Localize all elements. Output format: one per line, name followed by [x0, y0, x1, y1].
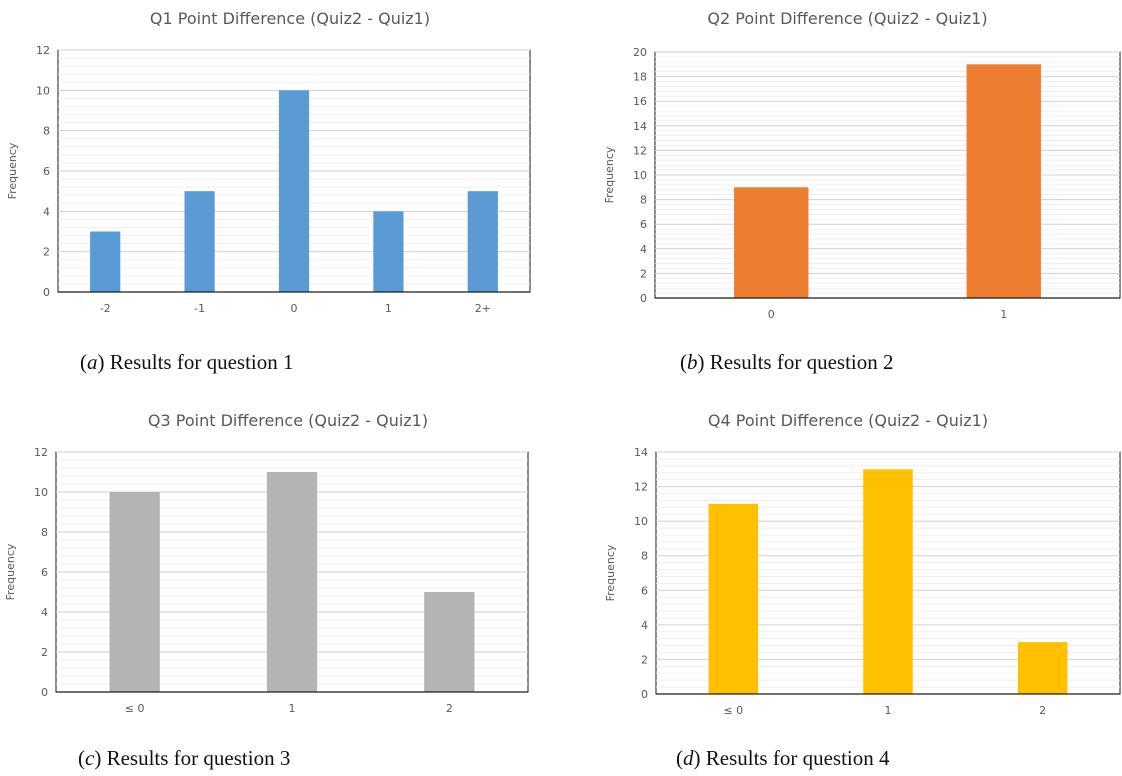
y-tick-label: 2: [640, 267, 647, 280]
y-tick-label: 4: [41, 606, 48, 619]
y-tick-label: 0: [641, 688, 648, 701]
bar-q4-0: [708, 503, 759, 694]
y-tick-label: 20: [633, 46, 647, 59]
y-tick-label: 2: [641, 653, 648, 666]
bar-q2-1: [966, 64, 1041, 298]
caption-q4-letter: d: [683, 746, 694, 770]
bar-q3-1: [266, 472, 318, 692]
y-tick-label: 10: [36, 84, 50, 97]
chart-title-q1: Q1 Point Difference (Quiz2 - Quiz1): [150, 9, 430, 28]
bar-q1-4: [467, 191, 498, 292]
y-tick-label: 12: [36, 44, 50, 57]
caption-q3-text: Results for question 3: [106, 746, 291, 770]
y-tick-label: 8: [41, 526, 48, 539]
y-tick-label: 8: [43, 125, 50, 138]
caption-q1-letter: a: [87, 350, 98, 374]
caption-q3: (c) Results for question 3: [78, 746, 291, 770]
caption-q4-text: Results for question 4: [705, 746, 890, 770]
caption-q4: (d) Results for question 4: [676, 746, 890, 770]
x-tick-label: 0: [768, 308, 775, 321]
chart-q1-svg: Q1 Point Difference (Quiz2 - Quiz1) 0 2 4 6 8…: [6, 9, 531, 315]
x-tick-label: 1: [385, 302, 392, 315]
caption-q1: (a) Results for question 1: [80, 350, 294, 374]
chart-title-q3: Q3 Point Difference (Quiz2 - Quiz1): [148, 411, 428, 430]
caption-q2-letter: b: [687, 350, 698, 374]
y-tick-label: 12: [633, 144, 647, 157]
y-tick-label: 14: [634, 446, 648, 459]
y-axis-label-q4: Frequency: [604, 544, 617, 601]
y-tick-label: 2: [41, 646, 48, 659]
caption-q1-text: Results for question 1: [109, 350, 294, 374]
x-tick-label: 0: [291, 302, 298, 315]
chart-title-q4: Q4 Point Difference (Quiz2 - Quiz1): [708, 411, 988, 430]
caption-q3-letter: c: [85, 746, 95, 770]
bar-q1-1: [184, 191, 215, 292]
y-tick-label: 0: [43, 286, 50, 299]
y-tick-label: 18: [633, 71, 647, 84]
bar-q1-0: [90, 231, 121, 292]
chart-panel-q2: Q2 Point Difference (Quiz2 - Quiz1) 0 2 4 6 8…: [560, 0, 1122, 330]
bar-q1-3: [373, 211, 404, 292]
y-tick-label: 6: [43, 165, 50, 178]
bar-q2-0: [734, 187, 809, 298]
y-tick-label: 4: [43, 205, 50, 218]
x-tick-label: 2+: [475, 302, 491, 315]
y-tick-label: 8: [641, 550, 648, 563]
y-tick-label: 10: [34, 486, 48, 499]
x-tick-label: 1: [289, 702, 296, 715]
y-tick-label: 8: [640, 194, 647, 207]
y-tick-label: 14: [633, 120, 647, 133]
y-tick-label: 6: [641, 584, 648, 597]
y-tick-label: 4: [640, 243, 647, 256]
y-tick-label: 12: [34, 446, 48, 459]
y-tick-label: 16: [633, 95, 647, 108]
chart-q3-svg: Q3 Point Difference (Quiz2 - Quiz1) 0 2 4 6 8…: [4, 411, 529, 715]
chart-q4-svg: Q4 Point Difference (Quiz2 - Quiz1) 0 2 4 6 8…: [604, 411, 1121, 717]
y-axis-label-q1: Frequency: [6, 142, 19, 199]
chart-panel-q3: Q3 Point Difference (Quiz2 - Quiz1) 0 2 4 6 8…: [0, 400, 560, 730]
bar-q4-1: [863, 469, 913, 694]
y-tick-label: 6: [41, 566, 48, 579]
y-tick-label: 0: [640, 292, 647, 305]
y-axis-label-q3: Frequency: [4, 543, 17, 600]
y-tick-label: 10: [633, 169, 647, 182]
y-tick-label: 2: [43, 246, 50, 259]
caption-q2: (b) Results for question 2: [680, 350, 894, 374]
x-tick-label: 1: [1000, 308, 1007, 321]
chart-panel-q1: Q1 Point Difference (Quiz2 - Quiz1) 0 2 4 6 8…: [0, 0, 560, 330]
x-tick-label: -1: [194, 302, 205, 315]
y-tick-label: 12: [634, 481, 648, 494]
y-axis-label-q2: Frequency: [603, 146, 616, 203]
y-tick-label: 10: [634, 515, 648, 528]
bar-q1-2: [278, 90, 310, 292]
y-tick-label: 0: [41, 686, 48, 699]
chart-q2-svg: Q2 Point Difference (Quiz2 - Quiz1) 0 2 4 6 8…: [603, 9, 1121, 321]
y-tick-label: 4: [641, 619, 648, 632]
y-tick-label: 6: [640, 218, 647, 231]
bar-q3-0: [109, 492, 160, 692]
bar-q3-2: [424, 592, 475, 692]
caption-q2-text: Results for question 2: [709, 350, 894, 374]
x-tick-label: 2: [1039, 704, 1046, 717]
x-tick-label: ≤ 0: [125, 702, 145, 715]
x-tick-label: 1: [885, 704, 892, 717]
bar-q4-2: [1017, 642, 1068, 694]
x-tick-label: ≤ 0: [723, 704, 743, 717]
chart-panel-q4: Q4 Point Difference (Quiz2 - Quiz1) 0 2 4 6 8…: [560, 400, 1122, 730]
x-tick-label: 2: [446, 702, 453, 715]
chart-title-q2: Q2 Point Difference (Quiz2 - Quiz1): [707, 9, 987, 28]
x-tick-label: -2: [100, 302, 111, 315]
